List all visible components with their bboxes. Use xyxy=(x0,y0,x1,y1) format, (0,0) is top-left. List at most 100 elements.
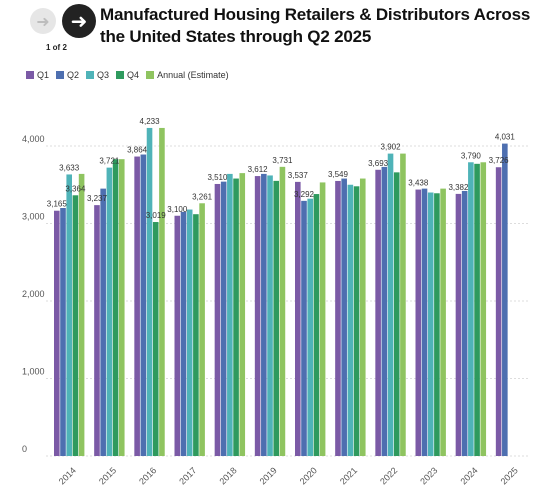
data-label: 3,165 xyxy=(47,200,68,209)
bar xyxy=(468,162,474,456)
legend-item-3[interactable]: Q4 xyxy=(116,70,139,80)
bar xyxy=(295,181,301,456)
x-tick-label: 2019 xyxy=(258,465,279,486)
y-tick-label: 4,000 xyxy=(22,134,45,144)
legend-swatch xyxy=(86,71,95,79)
data-label: 3,261 xyxy=(192,192,213,201)
bar xyxy=(461,190,468,456)
bar xyxy=(100,188,106,456)
bar xyxy=(254,176,261,456)
x-tick-label: 2024 xyxy=(458,465,479,486)
y-tick-label: 0 xyxy=(22,444,27,454)
data-label: 3,382 xyxy=(448,183,469,192)
next-slide-button[interactable]: ➜ xyxy=(62,4,96,38)
bar xyxy=(214,183,221,456)
chart-legend: Q1 Q2 Q3 Q4 Annual (Estimate) xyxy=(26,70,236,80)
x-tick-label: 2018 xyxy=(217,465,238,486)
bar xyxy=(227,173,233,456)
x-tick-label: 2021 xyxy=(338,465,359,486)
bar xyxy=(146,127,153,456)
legend-swatch xyxy=(116,71,125,79)
x-tick-label: 2015 xyxy=(97,465,118,486)
data-label: 3,019 xyxy=(146,211,167,220)
x-tick-label: 2023 xyxy=(418,465,439,486)
bar xyxy=(78,173,85,456)
x-tick-label: 2020 xyxy=(298,465,319,486)
arrow-left-icon: ➜ xyxy=(36,11,50,31)
bar xyxy=(94,205,100,456)
data-label: 3,731 xyxy=(272,156,293,165)
page-indicator: 1 of 2 xyxy=(46,43,67,52)
bar xyxy=(347,184,354,456)
prev-slide-button[interactable]: ➜ xyxy=(30,8,56,34)
arrow-right-icon: ➜ xyxy=(70,9,88,33)
carousel-nav: ➜ ➜ xyxy=(30,4,96,38)
data-label: 3,726 xyxy=(489,156,510,165)
legend-label: Q3 xyxy=(97,70,110,80)
bar xyxy=(421,188,428,456)
y-tick-label: 3,000 xyxy=(22,212,45,222)
bar xyxy=(267,175,273,456)
bar xyxy=(118,159,125,457)
bar xyxy=(54,210,60,456)
bar xyxy=(193,214,199,456)
data-label: 3,237 xyxy=(87,194,108,203)
x-tick-label: 2017 xyxy=(177,465,198,486)
legend-swatch xyxy=(146,71,155,79)
bar xyxy=(66,174,72,456)
bar xyxy=(319,182,326,457)
bar xyxy=(106,167,113,456)
bar xyxy=(480,162,487,456)
bar xyxy=(474,163,480,456)
bar xyxy=(273,180,280,456)
legend-swatch xyxy=(26,71,34,79)
bar xyxy=(353,186,360,457)
bar xyxy=(112,159,119,457)
bar xyxy=(180,211,187,456)
bar xyxy=(152,222,159,456)
data-label: 3,902 xyxy=(381,143,402,152)
bar xyxy=(495,167,502,457)
bar xyxy=(233,178,239,457)
chart-title: Manufactured Housing Retailers & Distrib… xyxy=(100,5,531,46)
data-label: 4,233 xyxy=(140,117,161,126)
legend-label: Q2 xyxy=(67,70,80,80)
data-label: 3,790 xyxy=(461,151,482,160)
bar xyxy=(341,178,347,457)
bar xyxy=(381,166,388,457)
data-label: 3,100 xyxy=(167,205,188,214)
bar xyxy=(174,215,181,456)
bar xyxy=(313,194,320,457)
y-tick-label: 1,000 xyxy=(22,367,45,377)
data-label: 3,292 xyxy=(294,190,315,199)
data-label: 3,549 xyxy=(328,170,349,179)
data-label: 3,537 xyxy=(288,171,309,180)
bar xyxy=(400,153,406,456)
data-label: 4,031 xyxy=(495,133,516,142)
bar xyxy=(199,203,205,456)
bar xyxy=(359,178,366,457)
x-tick-label: 2014 xyxy=(57,465,78,486)
bar xyxy=(186,209,193,456)
bar xyxy=(440,188,446,456)
legend-item-0[interactable]: Q1 xyxy=(26,70,49,80)
bar xyxy=(220,181,227,456)
bar xyxy=(502,143,508,456)
bar xyxy=(427,192,434,456)
bar xyxy=(335,180,341,456)
legend-item-4[interactable]: Annual (Estimate) xyxy=(146,70,229,80)
bar xyxy=(307,198,313,456)
data-label: 3,864 xyxy=(127,146,148,155)
legend-item-2[interactable]: Q3 xyxy=(86,70,109,80)
y-tick-label: 2,000 xyxy=(22,289,45,299)
data-label: 3,364 xyxy=(65,184,86,193)
data-label: 3,510 xyxy=(207,173,228,182)
x-tick-label: 2016 xyxy=(137,465,158,486)
bar xyxy=(415,189,422,456)
bar xyxy=(134,156,140,457)
legend-label: Annual (Estimate) xyxy=(157,70,229,80)
data-label: 3,612 xyxy=(248,165,269,174)
bar xyxy=(159,127,165,456)
legend-item-1[interactable]: Q2 xyxy=(56,70,79,80)
